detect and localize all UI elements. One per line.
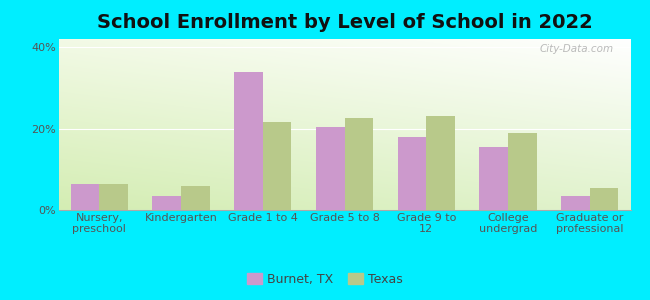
Bar	[479, 147, 508, 210]
Bar	[398, 137, 426, 210]
Bar	[181, 186, 210, 210]
Title: School Enrollment by Level of School in 2022: School Enrollment by Level of School in …	[97, 13, 592, 32]
Bar	[153, 196, 181, 210]
Bar	[316, 127, 344, 210]
Bar	[99, 184, 128, 210]
Bar	[508, 133, 536, 210]
Bar	[590, 188, 618, 210]
Bar	[561, 196, 590, 210]
Bar	[234, 72, 263, 210]
Legend: Burnet, TX, Texas: Burnet, TX, Texas	[242, 268, 408, 291]
Bar	[71, 184, 99, 210]
Bar	[344, 118, 373, 210]
Bar	[426, 116, 455, 210]
Bar	[263, 122, 291, 210]
Text: City-Data.com: City-Data.com	[540, 44, 614, 54]
